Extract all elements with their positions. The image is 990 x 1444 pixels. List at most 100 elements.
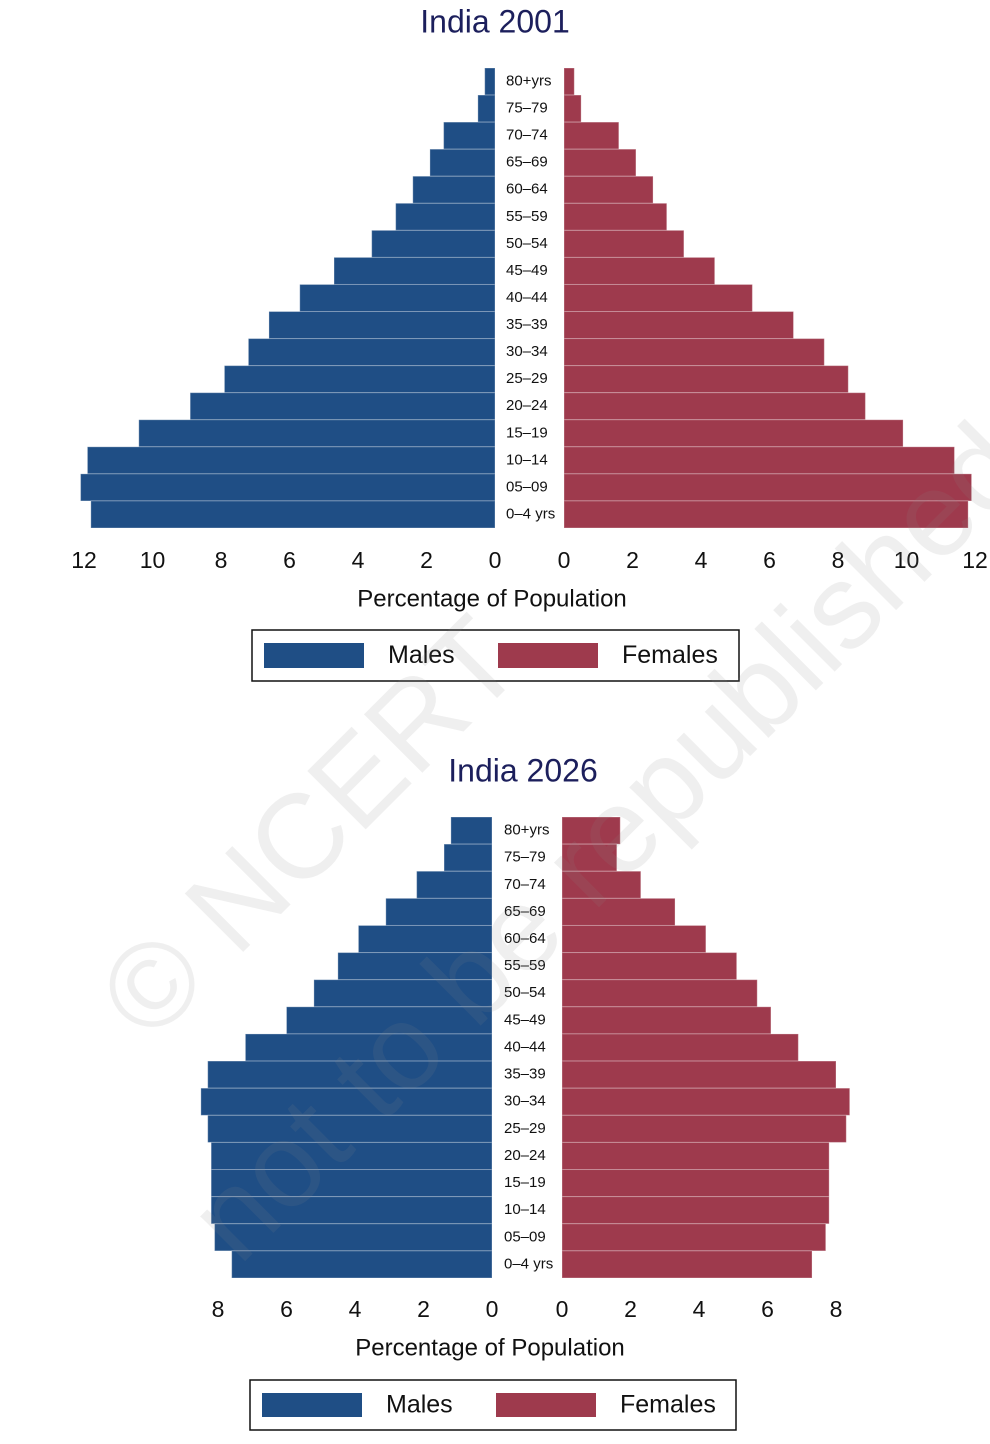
age-label: 45–49: [506, 262, 548, 279]
x-tick-label: 8: [215, 547, 228, 573]
bar: [561, 816, 621, 845]
bar: [563, 175, 654, 204]
age-label: 35–39: [506, 316, 548, 333]
bar: [90, 500, 496, 529]
age-label: 60–64: [506, 181, 548, 198]
bar: [563, 500, 969, 529]
bar: [477, 94, 496, 123]
bar: [443, 843, 493, 872]
bar: [443, 121, 496, 150]
bar: [299, 283, 496, 313]
x-tick-label: 2: [420, 547, 433, 573]
x-tick-label: 10: [894, 547, 920, 573]
bar: [200, 1087, 493, 1116]
bar: [563, 392, 866, 421]
legend-swatch: [496, 1393, 596, 1417]
age-label: 40–44: [504, 1038, 546, 1055]
bar: [561, 952, 738, 981]
bar: [210, 1196, 493, 1225]
bar: [563, 283, 753, 313]
bar: [561, 1060, 837, 1089]
bar: [244, 1033, 493, 1062]
age-label: 20–24: [504, 1147, 546, 1164]
bar: [561, 1223, 827, 1252]
bar: [561, 870, 642, 899]
age-label: 10–14: [506, 451, 548, 468]
bar: [450, 816, 493, 845]
age-label: 05–09: [506, 478, 548, 495]
x-tick-label: 2: [624, 1296, 637, 1322]
bar: [563, 419, 904, 448]
legend-swatch: [498, 643, 598, 668]
age-label: 40–44: [506, 289, 548, 306]
bar: [563, 446, 955, 475]
age-label: 55–59: [506, 208, 548, 225]
age-label: 65–69: [504, 903, 546, 920]
age-label: 20–24: [506, 397, 548, 414]
x-tick-label: 8: [212, 1296, 225, 1322]
x-tick-label: 0: [558, 547, 571, 573]
x-tick-label: 12: [71, 547, 97, 573]
bar: [210, 1141, 493, 1171]
bar: [563, 365, 849, 394]
x-tick-label: 2: [626, 547, 639, 573]
bar: [561, 1196, 830, 1225]
bar: [223, 365, 496, 394]
legend-label: Males: [388, 641, 455, 669]
bar: [138, 419, 496, 448]
x-tick-label: 4: [693, 1296, 706, 1322]
bar: [313, 979, 493, 1008]
x-tick-label: 6: [761, 1296, 774, 1322]
age-label: 75–79: [504, 849, 546, 866]
bar: [395, 202, 496, 231]
x-tick-label: 6: [283, 547, 296, 573]
x-tick-label: 4: [352, 547, 365, 573]
age-label: 15–19: [506, 424, 548, 441]
x-tick-label: 6: [763, 547, 776, 573]
bar: [563, 311, 794, 340]
bar: [563, 338, 825, 367]
age-label: 05–09: [504, 1228, 546, 1245]
age-label: 15–19: [504, 1174, 546, 1191]
x-tick-label: 0: [489, 547, 502, 573]
age-label: 60–64: [504, 930, 546, 947]
bar: [210, 1169, 493, 1198]
x-tick-label: 12: [962, 547, 988, 573]
bar: [357, 924, 493, 954]
x-tick-label: 8: [830, 1296, 843, 1322]
x-tick-label: 6: [280, 1296, 293, 1322]
bar: [563, 256, 716, 285]
age-label: 50–54: [504, 984, 546, 1001]
age-label: 70–74: [504, 876, 546, 893]
bar: [268, 311, 496, 340]
chart-title: India 2001: [420, 3, 569, 39]
bar: [563, 473, 973, 502]
age-label: 35–39: [504, 1066, 546, 1083]
x-axis-title: Percentage of Population: [355, 1334, 625, 1361]
bar: [86, 446, 496, 475]
chart-title: India 2026: [448, 752, 597, 788]
bar: [561, 1006, 772, 1035]
bar: [333, 256, 496, 285]
x-tick-label: 4: [349, 1296, 362, 1322]
bar: [214, 1223, 493, 1252]
age-label: 30–34: [504, 1093, 546, 1110]
age-label: 10–14: [504, 1201, 546, 1218]
bar: [337, 952, 493, 981]
age-label: 25–29: [504, 1120, 546, 1137]
bar: [80, 473, 496, 502]
age-label: 0–4 yrs: [506, 505, 555, 522]
age-label: 80+yrs: [504, 822, 549, 839]
age-label: 55–59: [504, 957, 546, 974]
bar: [189, 392, 496, 421]
legend-swatch: [264, 643, 364, 668]
bar: [385, 897, 493, 926]
bar: [484, 67, 496, 96]
age-label: 25–29: [506, 370, 548, 387]
age-label: 80+yrs: [506, 72, 551, 89]
bar: [429, 148, 496, 177]
bar: [561, 1114, 847, 1143]
bar: [207, 1114, 493, 1143]
bar: [561, 1033, 799, 1062]
